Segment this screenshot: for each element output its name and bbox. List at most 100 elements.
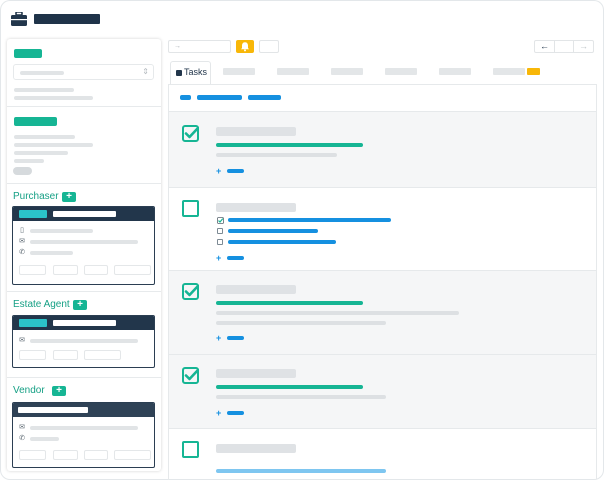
arrow-right-icon: → (174, 43, 181, 50)
phone-icon: ✆ (19, 435, 25, 442)
sidebar: ⇕ Purchaser + ▯ ✉ (7, 39, 161, 471)
briefcase-icon (11, 12, 27, 26)
add-purchaser-button[interactable]: + (62, 192, 76, 202)
add-subtask-link[interactable] (227, 411, 244, 415)
card-action-button[interactable] (84, 450, 108, 460)
task-title-placeholder (216, 444, 296, 453)
checkbox-icon (176, 70, 182, 76)
breadcrumb (169, 85, 596, 112)
purchaser-card[interactable]: ▯ ✉ ✆ (12, 206, 155, 285)
card-action-button[interactable] (19, 450, 46, 460)
task-item: + (169, 271, 596, 355)
sidebar-group-purchaser: Purchaser + ▯ ✉ ✆ (7, 184, 161, 292)
task-title-placeholder (216, 369, 296, 378)
card-header (13, 207, 154, 221)
card-line-placeholder (30, 339, 138, 343)
tab-tasks[interactable]: Tasks (170, 61, 211, 84)
task-detail-line (216, 311, 459, 315)
card-action-button[interactable] (53, 350, 78, 360)
checked-checkbox-icon[interactable] (182, 367, 199, 384)
card-action-button[interactable] (114, 450, 151, 460)
tab-placeholder[interactable] (277, 68, 309, 75)
main-panel: → ← → Tasks (168, 39, 597, 480)
app-title-placeholder (34, 14, 100, 24)
toolbar-button[interactable] (259, 40, 279, 53)
tab-badge (527, 68, 540, 75)
unchecked-subtask-icon[interactable] (217, 228, 223, 234)
task-progress-line (216, 385, 363, 389)
group-label-vendor: Vendor (13, 385, 45, 396)
card-line-placeholder (30, 426, 138, 430)
sidebar-group-vendor: Vendor + ✉ ✆ (7, 378, 161, 471)
tab-placeholder[interactable] (385, 68, 417, 75)
card-action-button[interactable] (53, 265, 78, 275)
card-action-button[interactable] (84, 350, 121, 360)
card-header (13, 403, 154, 417)
unchecked-checkbox-icon[interactable] (182, 200, 199, 217)
page-indicator[interactable] (555, 41, 574, 52)
detail-line-placeholder (14, 143, 93, 147)
card-line-placeholder (30, 251, 73, 255)
tab-placeholder[interactable] (493, 68, 525, 75)
add-subtask-icon[interactable]: + (216, 408, 222, 418)
tab-placeholder[interactable] (439, 68, 471, 75)
breadcrumb-item[interactable] (197, 95, 242, 100)
vendor-card[interactable]: ✉ ✆ (12, 402, 155, 468)
checked-checkbox-icon[interactable] (182, 125, 199, 142)
add-subtask-link[interactable] (227, 169, 244, 173)
tab-placeholder[interactable] (223, 68, 255, 75)
add-subtask-link[interactable] (227, 336, 244, 340)
tab-bar: Tasks (168, 61, 597, 84)
envelope-icon: ✉ (19, 424, 25, 431)
card-action-button[interactable] (114, 265, 151, 275)
add-estate-agent-button[interactable]: + (73, 300, 87, 310)
task-item (169, 429, 596, 480)
add-subtask-icon[interactable]: + (216, 253, 222, 263)
tab-placeholder[interactable] (331, 68, 363, 75)
section-heading-placeholder (14, 49, 42, 58)
toggle-switch[interactable] (13, 167, 32, 175)
card-action-button[interactable] (53, 450, 78, 460)
search-input[interactable]: → (168, 40, 231, 53)
add-subtask-icon[interactable]: + (216, 166, 222, 176)
task-item: + (169, 112, 596, 188)
envelope-icon: ✉ (19, 238, 25, 245)
task-detail-line (216, 321, 386, 325)
detail-line-placeholder (14, 151, 68, 155)
subtask-label-line (228, 240, 336, 244)
detail-line-placeholder (14, 159, 44, 163)
unchecked-checkbox-icon[interactable] (182, 441, 199, 458)
notifications-button[interactable] (236, 40, 254, 53)
add-vendor-button[interactable]: + (52, 386, 66, 396)
bell-icon (241, 42, 249, 52)
card-action-button[interactable] (19, 265, 46, 275)
checked-checkbox-icon[interactable] (182, 283, 199, 300)
card-line-placeholder (30, 240, 138, 244)
subtask-label-line (228, 218, 391, 222)
pager: ← → (534, 40, 594, 53)
card-name-placeholder (18, 407, 88, 413)
detail-line-placeholder (14, 88, 74, 92)
prev-page-button[interactable]: ← (535, 41, 555, 52)
card-action-button[interactable] (84, 265, 108, 275)
building-icon: ▯ (20, 227, 24, 234)
estate-agent-card[interactable]: ✉ (12, 315, 155, 368)
task-list: + + (168, 84, 597, 480)
breadcrumb-item[interactable] (248, 95, 281, 100)
phone-icon: ✆ (19, 249, 25, 256)
group-label-purchaser: Purchaser (13, 191, 59, 202)
card-tag (19, 210, 47, 218)
checked-subtask-icon[interactable] (217, 217, 224, 224)
property-select[interactable]: ⇕ (13, 64, 154, 80)
unchecked-subtask-icon[interactable] (217, 239, 223, 245)
card-action-button[interactable] (19, 350, 46, 360)
task-title-placeholder (216, 203, 296, 212)
card-line-placeholder (30, 229, 93, 233)
breadcrumb-item[interactable] (180, 95, 191, 100)
add-subtask-link[interactable] (227, 256, 244, 260)
subtask-label-line (228, 229, 318, 233)
sidebar-section-details (7, 107, 161, 184)
select-value-placeholder (20, 71, 64, 75)
next-page-button[interactable]: → (579, 41, 588, 51)
add-subtask-icon[interactable]: + (216, 333, 222, 343)
